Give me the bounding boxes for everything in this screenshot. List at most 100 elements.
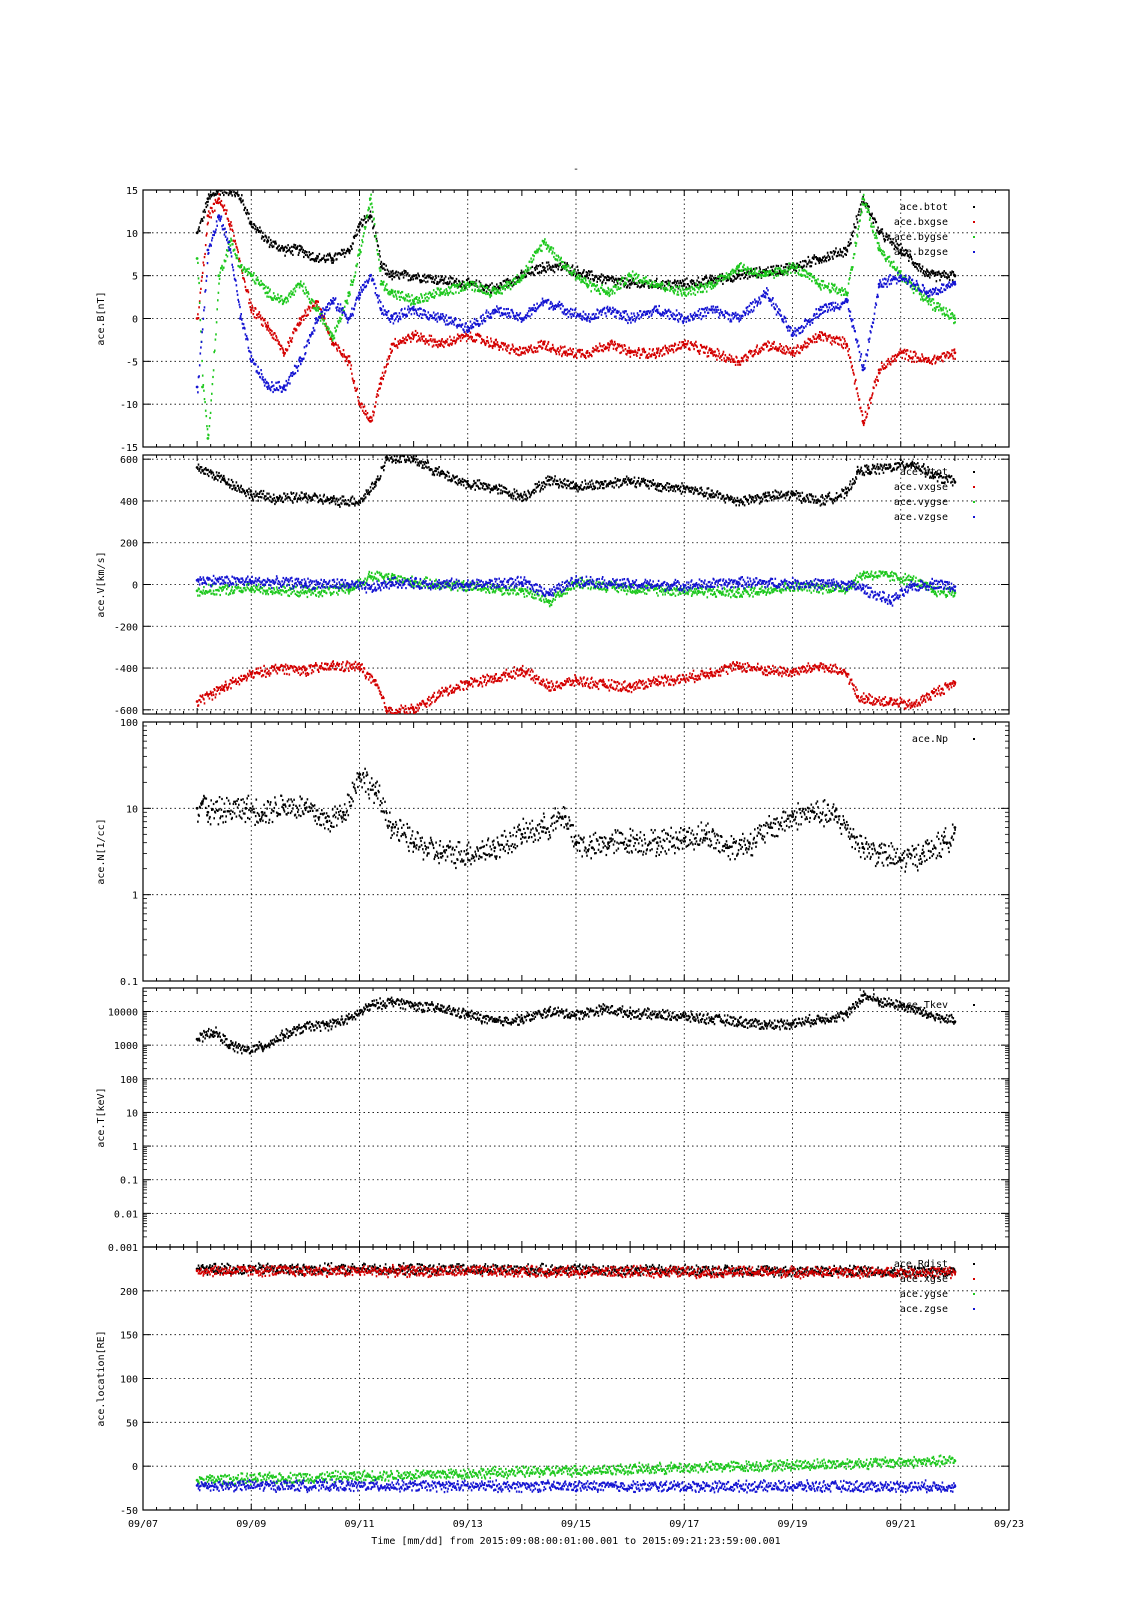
data-point (410, 337, 413, 340)
data-point (364, 226, 367, 229)
data-point (795, 270, 798, 273)
data-point (217, 202, 220, 205)
data-point (724, 275, 727, 278)
data-point (953, 314, 956, 317)
data-point (938, 358, 940, 361)
data-point (596, 284, 598, 287)
data-point (622, 276, 624, 280)
data-point (431, 295, 433, 298)
data-point (850, 242, 852, 245)
data-point (535, 308, 538, 311)
data-point (274, 332, 276, 335)
data-point (722, 352, 724, 355)
data-point (705, 274, 707, 277)
data-point (504, 342, 506, 345)
data-point (241, 322, 244, 325)
data-point (209, 411, 212, 414)
data-point (485, 292, 487, 296)
data-point (609, 340, 612, 343)
data-point (385, 288, 387, 291)
data-point (212, 233, 214, 237)
data-point (737, 274, 740, 278)
data-point (530, 257, 532, 260)
data-point (945, 272, 947, 275)
data-point (812, 336, 815, 339)
data-point (734, 314, 736, 317)
data-point (542, 242, 545, 245)
data-point (926, 268, 928, 271)
data-point (578, 348, 580, 351)
data-point (782, 266, 785, 269)
data-point (530, 271, 533, 274)
data-point (463, 330, 466, 333)
data-point (916, 289, 918, 292)
data-point (846, 345, 849, 348)
data-point (953, 274, 957, 278)
data-point (481, 285, 484, 288)
data-point (273, 296, 276, 299)
data-point (476, 285, 478, 288)
data-point (352, 379, 354, 382)
data-point (729, 277, 731, 280)
data-point (625, 282, 627, 285)
data-point (739, 314, 741, 317)
data-point (677, 320, 680, 323)
data-point (806, 272, 808, 275)
data-point (195, 257, 199, 260)
data-point (848, 244, 850, 247)
data-point (667, 352, 669, 355)
data-point (555, 352, 558, 356)
data-point (220, 190, 222, 192)
data-point (272, 337, 275, 340)
data-point (679, 318, 681, 321)
data-point (233, 277, 236, 280)
data-point (204, 409, 207, 412)
data-point (278, 244, 280, 247)
data-point (470, 338, 473, 341)
data-point (874, 218, 876, 221)
data-point (419, 313, 422, 316)
data-point (824, 332, 826, 335)
data-point (301, 285, 304, 288)
data-point (297, 245, 299, 248)
data-point (824, 258, 826, 262)
data-point (382, 305, 384, 308)
data-point (303, 346, 306, 349)
data-point (850, 266, 853, 269)
data-point (423, 335, 425, 338)
data-point (943, 352, 945, 355)
data-point (413, 305, 415, 308)
data-point (920, 360, 923, 363)
data-point (755, 267, 758, 270)
data-point (316, 304, 318, 307)
data-point (290, 245, 293, 248)
data-point (407, 279, 410, 282)
data-point (842, 347, 844, 350)
data-point (428, 334, 431, 337)
data-point (887, 234, 890, 237)
data-point (309, 334, 311, 337)
data-point (289, 374, 292, 377)
data-point (443, 279, 445, 282)
data-point (917, 356, 920, 359)
series-ace.btot (195, 190, 957, 294)
data-point (278, 341, 280, 344)
data-point (628, 279, 630, 282)
data-point (669, 310, 672, 313)
data-point (404, 338, 406, 341)
data-point (274, 240, 277, 243)
data-point (954, 321, 956, 324)
data-point (821, 259, 823, 262)
data-point (451, 292, 454, 295)
data-point (372, 226, 375, 229)
data-point (224, 227, 226, 230)
data-point (288, 248, 291, 251)
data-point (526, 271, 529, 274)
data-point (268, 327, 271, 330)
data-point (215, 321, 218, 324)
data-point (208, 245, 211, 248)
data-point (395, 312, 398, 315)
data-point (343, 311, 345, 314)
data-point (612, 310, 615, 313)
data-point (547, 268, 549, 271)
